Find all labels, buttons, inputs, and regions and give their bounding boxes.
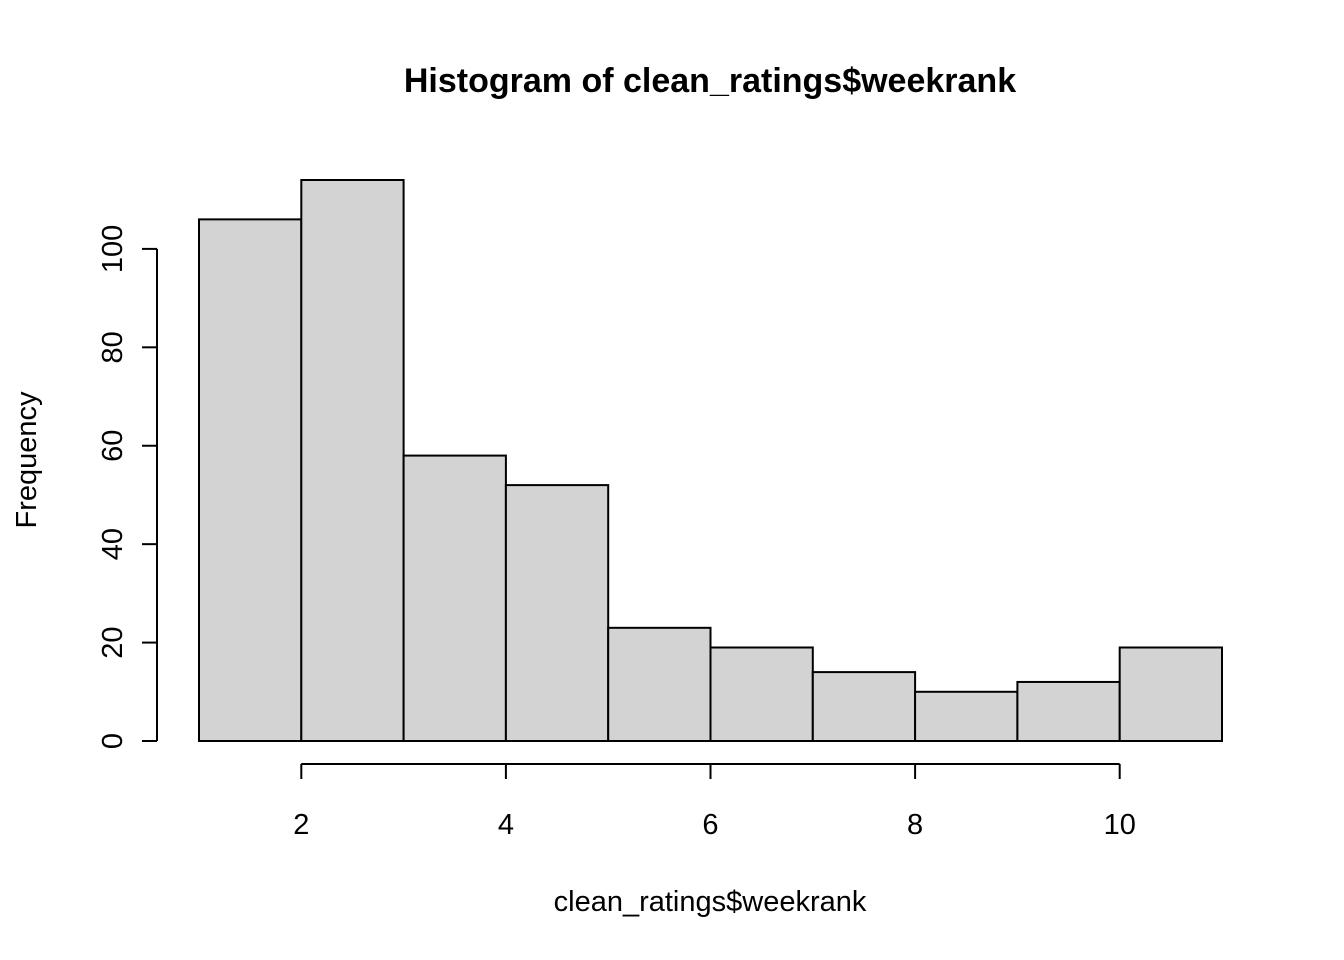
x-tick-label: 6: [702, 809, 718, 841]
histogram-bar-8: [914, 690, 1019, 742]
y-axis-label: Frequency: [11, 391, 43, 529]
chart-title: Histogram of clean_ratings$weekrank: [404, 62, 1016, 100]
y-tick-label: 100: [97, 225, 129, 273]
x-axis: 2 4 6 8 10: [293, 763, 1136, 841]
y-tick-label: 60: [97, 430, 129, 462]
histogram-bar-1: [198, 218, 303, 742]
y-tick-label: 20: [97, 626, 129, 658]
histogram-bar-2: [300, 179, 405, 743]
y-axis: 0 20 40 60 80 100: [97, 225, 158, 749]
x-tick-label: 2: [293, 809, 309, 841]
x-tick-label: 10: [1104, 809, 1136, 841]
x-tick-label: 8: [907, 809, 923, 841]
histogram-bar-6: [709, 646, 814, 742]
histogram-bar-3: [402, 454, 507, 742]
histogram-bar-9: [1016, 680, 1121, 742]
y-tick-label: 80: [97, 331, 129, 363]
histogram-bar-10: [1118, 646, 1223, 742]
histogram-bar-5: [607, 626, 712, 743]
bars-group: [198, 179, 1223, 743]
x-tick-label: 4: [498, 809, 514, 841]
histogram-bar-4: [504, 484, 610, 742]
y-tick-label: 0: [97, 733, 129, 749]
x-axis-label: clean_ratings$weekrank: [554, 886, 867, 918]
histogram-bar-7: [811, 671, 917, 743]
y-tick-label: 40: [97, 528, 129, 560]
